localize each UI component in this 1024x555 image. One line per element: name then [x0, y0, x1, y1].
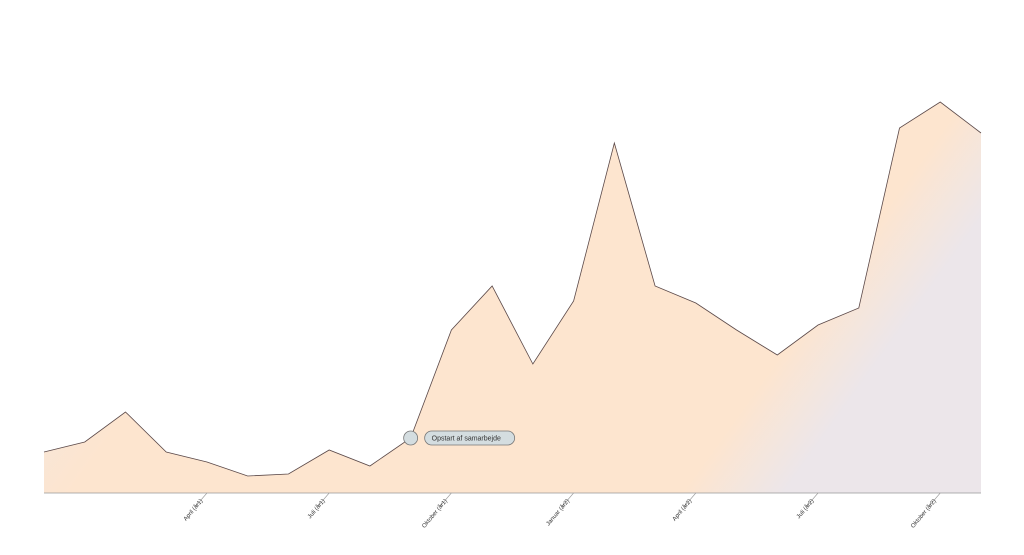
- tick: [439, 492, 452, 508]
- x-tick-label: Oktober (år1): [421, 498, 449, 530]
- area: [44, 102, 981, 493]
- x-tick-label: Januar (år2): [545, 498, 571, 528]
- tick: [683, 492, 697, 508]
- x-tick-label: Juli (år1): [306, 498, 326, 520]
- x-tick-label: April (år2): [671, 498, 693, 523]
- tick: [194, 492, 208, 508]
- tick: [561, 492, 574, 508]
- annotation-box: [424, 430, 516, 446]
- x-tick-label: April (år1): [182, 498, 204, 523]
- x-tick-label: Juli (år2): [795, 498, 815, 520]
- tick: [805, 492, 819, 508]
- annotation-label: Opstart af samarbejde: [432, 435, 501, 442]
- tick: [316, 492, 330, 508]
- tick: [928, 492, 941, 508]
- line: [43, 101, 982, 477]
- x-tick-label: Oktober (år2): [909, 498, 937, 530]
- annotation-marker: [403, 430, 419, 446]
